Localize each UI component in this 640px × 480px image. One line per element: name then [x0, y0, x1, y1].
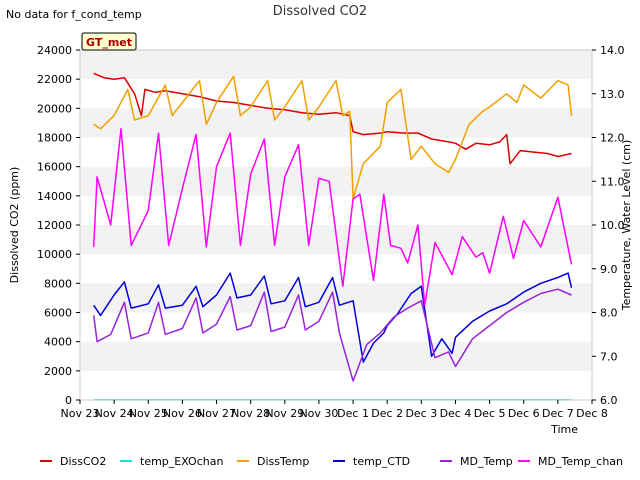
series-line-dissco2: [93, 72, 572, 165]
chart-title: Dissolved CO2: [273, 4, 367, 19]
y2-tick-label: 8.0: [600, 307, 618, 320]
legend: DissCO2 temp_EXOchan DissTemp temp_CTD MD_Te…: [40, 455, 623, 468]
y-tick-label: 18000: [37, 132, 72, 145]
y2-tick-label: 11.0: [600, 175, 625, 188]
series-line-md-temp: [92, 288, 572, 382]
grid-band: [80, 50, 592, 80]
x-tick-label: Dec 4: [440, 407, 472, 420]
no-data-note: No data for f_cond_temp: [6, 8, 142, 21]
series-line-md-temp-chan: [92, 128, 573, 306]
y-tick-label: 16000: [37, 161, 72, 174]
y2-tick-label: 10.0: [600, 219, 625, 232]
legend-entry: temp_EXOchan: [140, 455, 223, 468]
y-tick-label: 14000: [37, 190, 72, 203]
y-tick-label: 12000: [37, 219, 72, 232]
plot-background-bands: [80, 50, 592, 400]
y-tick-label: 8000: [44, 277, 72, 290]
legend-entry: MD_Temp: [460, 455, 513, 468]
grid-band: [80, 341, 592, 371]
y2-tick-label: 7.0: [600, 350, 618, 363]
y-tick-label: 24000: [37, 44, 72, 57]
y2-tick-label: 14.0: [600, 44, 625, 57]
x-tick-label: Nov 25: [129, 407, 168, 420]
y-tick-label: 4000: [44, 336, 72, 349]
y-tick-label: 6000: [44, 307, 72, 320]
y-tick-label: 20000: [37, 102, 72, 115]
x-tick-label: Nov 29: [265, 407, 304, 420]
y-axis-ticks: 0 2000 4000 6000 8000 10000 12000 14000 16000 180…: [37, 44, 80, 407]
y2-tick-label: 6.0: [600, 394, 618, 407]
x-axis-label: Time: [550, 423, 578, 436]
x-tick-label: Nov 26: [163, 407, 202, 420]
grid-band: [80, 195, 592, 225]
grid-band: [80, 312, 592, 342]
grid-band: [80, 137, 592, 167]
y2-tick-label: 13.0: [600, 88, 625, 101]
x-tick-label: Dec 5: [474, 407, 506, 420]
x-tick-label: Dec 8: [576, 407, 608, 420]
x-tick-label: Dec 1: [337, 407, 369, 420]
y-tick-label: 10000: [37, 248, 72, 261]
x-tick-label: Nov 27: [197, 407, 236, 420]
y2-tick-label: 12.0: [600, 132, 625, 145]
x-tick-label: Nov 23: [61, 407, 100, 420]
y2-axis-label: Temperature, Water Level (cm): [620, 140, 633, 312]
x-tick-label: Dec 7: [542, 407, 574, 420]
y-tick-label: 0: [65, 394, 72, 407]
legend-entry: DissCO2: [60, 455, 106, 468]
grid-band: [80, 254, 592, 284]
legend-entry: temp_CTD: [353, 455, 410, 468]
legend-entry: MD_Temp_chan: [538, 455, 623, 468]
gt-met-badge-label: GT_met: [86, 36, 132, 49]
gt-met-badge: GT_met: [81, 32, 137, 51]
grid-band: [80, 166, 592, 196]
legend-entry: DissTemp: [257, 455, 309, 468]
y-tick-label: 22000: [37, 73, 72, 86]
y-tick-label: 2000: [44, 365, 72, 378]
x-tick-label: Dec 3: [405, 407, 437, 420]
series-layer: [92, 72, 573, 401]
y2-tick-label: 9.0: [600, 263, 618, 276]
x-tick-label: Nov 24: [95, 407, 134, 420]
grid-band: [80, 370, 592, 400]
series-line-temp-ctd: [93, 272, 573, 363]
x-tick-label: Nov 28: [231, 407, 270, 420]
series-line-disstemp: [93, 75, 573, 200]
x-tick-label: Dec 2: [371, 407, 403, 420]
y2-axis-ticks: 6.0 7.0 8.0 9.0 10.0 11.0 12.0 13.0 14.0: [592, 44, 625, 407]
y-axis-label: Dissolved CO2 (ppm): [8, 167, 21, 284]
x-tick-label: Dec 6: [508, 407, 540, 420]
x-tick-label: Nov 30: [299, 407, 338, 420]
